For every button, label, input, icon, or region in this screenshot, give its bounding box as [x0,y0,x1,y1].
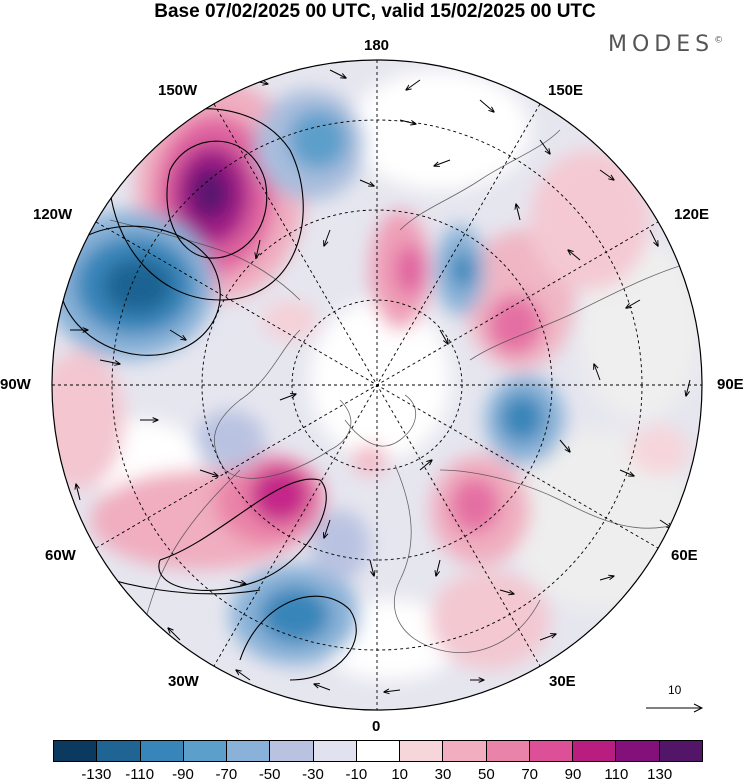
colorbar-tick-label: -90 [172,766,194,783]
colorbar-swatch [97,741,141,761]
lon-label-180: 180 [364,37,390,54]
colorbar-labels: -130 -110 -90 -70 -50 -30 -10 10 30 50 70 90 110 130 [0,766,750,783]
colorbar-tick-label: -30 [302,766,324,783]
lon-label-0: 0 [372,718,381,735]
colorbar-tick-label: -110 [125,766,155,783]
colorbar-tick-label: 30 [434,766,452,783]
colorbar-swatch [443,741,487,761]
brand-mark: © [714,35,724,46]
colorbar-tick-label: 50 [477,766,495,783]
modes-logo: MODES© [608,32,723,57]
lon-label-30e: 30E [549,673,576,690]
graticule [52,60,702,710]
colorbar-swatch [573,741,617,761]
lon-label-150w: 150W [158,82,198,99]
colorbar-swatch [356,741,401,761]
colorbar-tick-label: 70 [521,766,538,783]
colorbar-swatch [659,741,702,761]
colorbar-tick-label: -10 [345,766,368,783]
polar-stereographic-map [51,59,703,711]
map-title: Base 07/02/2025 00 UTC, valid 15/02/2025… [154,1,596,22]
colorbar-swatch [486,741,530,761]
colorbar-swatch [140,741,184,761]
colorbar-tick-label: 130 [647,766,673,783]
colorbar-swatch [529,741,574,761]
reference-vector-label: 10 [668,683,682,697]
colorbar [53,740,703,762]
colorbar-swatch [313,741,357,761]
lon-label-90w: 90W [0,376,31,393]
colorbar-tick-label: 10 [391,766,408,783]
lon-label-90e: 90E [717,376,744,393]
colorbar-swatch [227,741,271,761]
lon-label-120e: 120E [674,206,710,223]
lon-label-120w: 120W [33,206,73,223]
colorbar-swatch [400,741,444,761]
reference-vector-arrow [646,703,704,713]
colorbar-swatch [616,741,660,761]
brand-name: MODES [608,32,715,57]
map-border [51,59,703,711]
colorbar-tick-label: 90 [564,766,582,783]
colorbar-tick-label: 110 [604,766,629,783]
colorbar-tick-label: -70 [215,766,238,783]
colorbar-swatch [183,741,228,761]
colorbar-tick-label: -50 [258,766,281,783]
colorbar-tick-label: -130 [81,766,112,783]
lon-label-30w: 30W [168,673,199,690]
lon-label-60w: 60W [45,547,76,564]
colorbar-swatch [270,741,314,761]
wind-vectors [70,69,691,692]
lon-label-60e: 60E [671,547,698,564]
lon-label-150e: 150E [548,82,584,99]
colorbar-swatch [54,741,98,761]
